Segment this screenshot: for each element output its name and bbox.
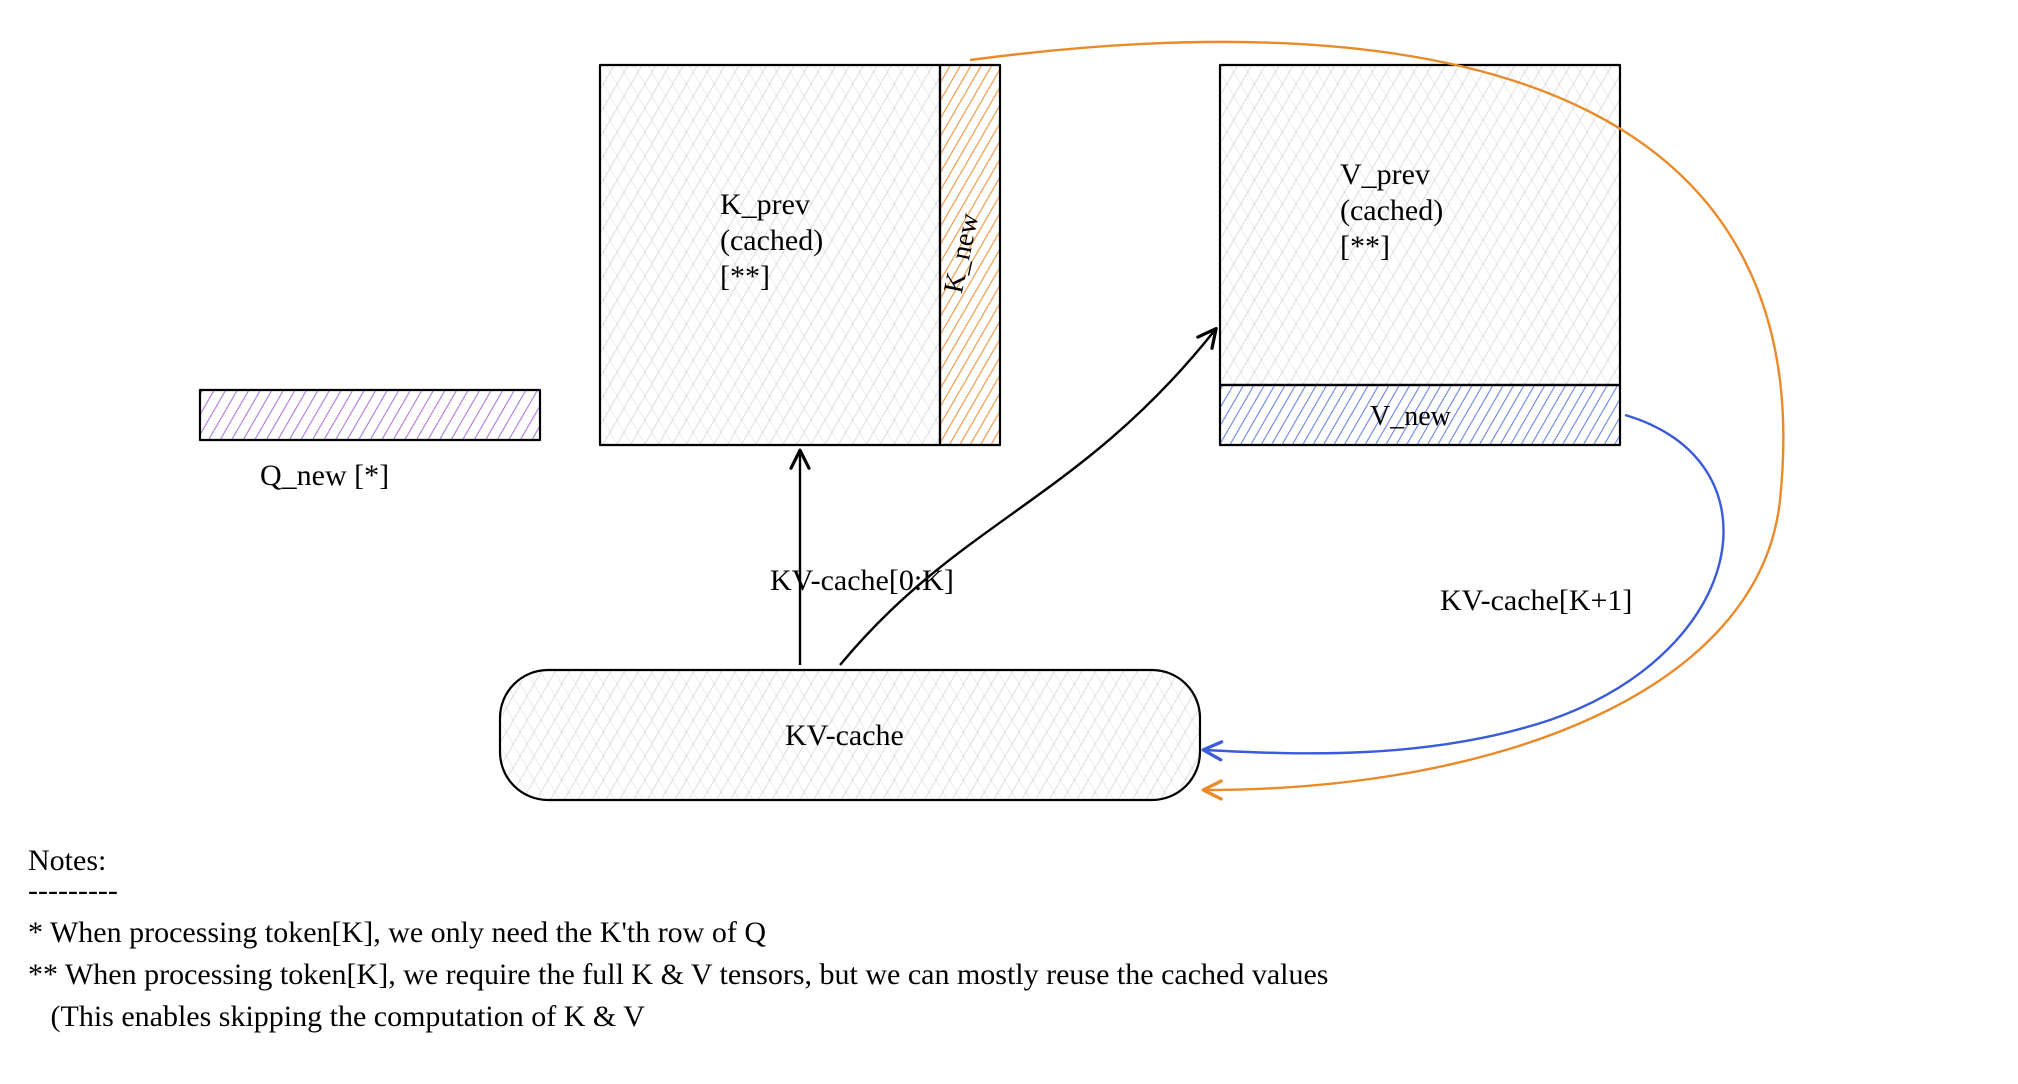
notes-block: Notes: --------- * When processing token…	[28, 844, 1328, 1033]
v-new-label: V_new	[1370, 401, 1452, 432]
kv-cache-label: KV-cache	[785, 719, 904, 752]
cache-read-label: KV-cache[0:K]	[770, 564, 954, 597]
q-new-label: Q_new [*]	[260, 459, 389, 492]
kv-cache-diagram: Q_new [*] K_prev(cached)[**] K_new V_pre…	[0, 0, 2018, 1084]
kv-cache-box: KV-cache	[500, 670, 1200, 800]
notes-title: Notes:	[28, 844, 106, 877]
k-block: K_prev(cached)[**] K_new	[600, 65, 1000, 445]
notes-line-0: * When processing token[K], we only need…	[28, 916, 766, 949]
notes-line-2: (This enables skipping the computation o…	[28, 1000, 645, 1033]
notes-line-1: ** When processing token[K], we require …	[28, 958, 1328, 991]
cache-write-label: KV-cache[K+1]	[1440, 584, 1632, 617]
q-new-box: Q_new [*]	[200, 390, 540, 492]
v-block: V_prev(cached)[**] V_new	[1220, 65, 1620, 445]
notes-divider: ---------	[28, 874, 118, 907]
